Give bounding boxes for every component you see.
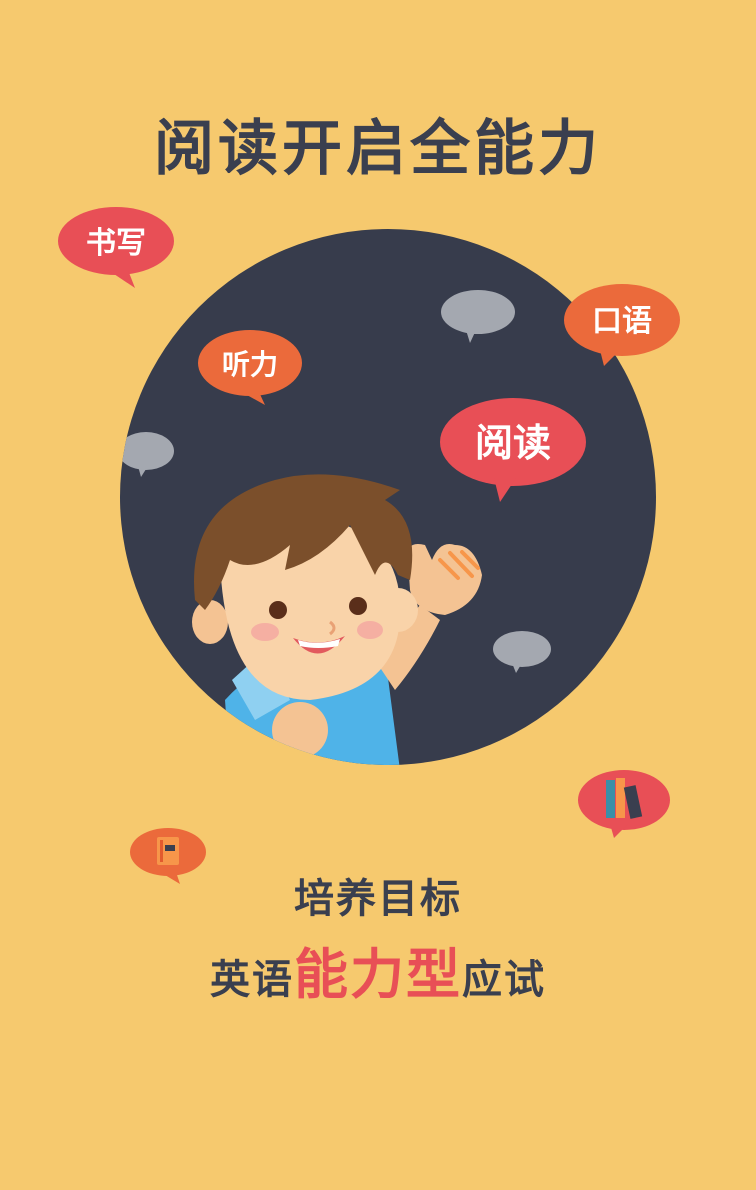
gray-bubble-bottom-icon [493,631,551,673]
books-icon [578,770,670,838]
bubble-speaking: 口语 [564,284,680,366]
goal-heading: 培养目标 [294,876,462,922]
book-icon [130,828,206,884]
slogan-suffix: 应试 [462,957,546,1003]
boy-illustration [192,474,482,765]
slogan: 英语能力型应试 [0,930,756,1009]
gray-bubble-left-icon [120,432,174,477]
bubble-listening-label: 听力 [222,348,278,381]
slogan-highlight: 能力型 [294,943,462,1006]
bubble-reading: 阅读 [440,398,586,502]
gray-bubble-top-icon [441,290,515,343]
bubble-listening: 听力 [198,330,302,405]
bubble-writing-label: 书写 [86,226,146,261]
page-title: 阅读开启全能力 [154,114,602,184]
bubble-writing: 书写 [58,207,174,288]
slogan-prefix: 英语 [210,957,294,1003]
bubble-speaking-label: 口语 [592,304,652,339]
bubble-reading-label: 阅读 [475,421,551,465]
